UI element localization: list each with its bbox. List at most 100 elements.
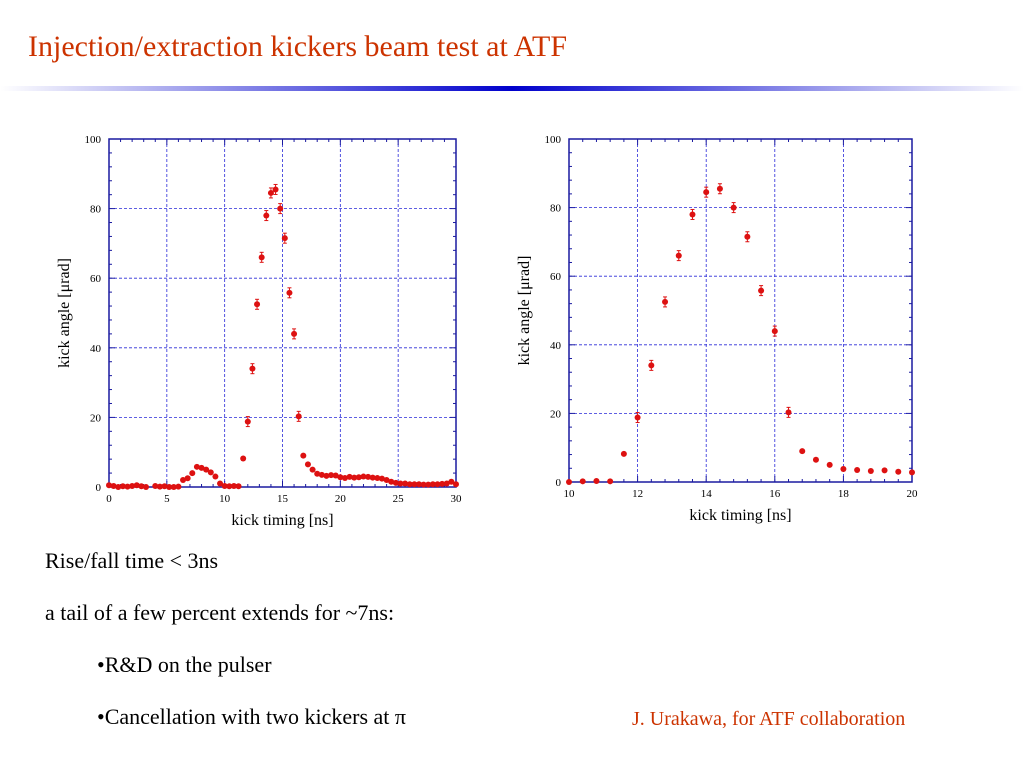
data-point — [300, 452, 307, 459]
data-point — [429, 481, 436, 488]
data-point — [415, 481, 422, 488]
data-point — [138, 483, 145, 490]
data-point — [337, 474, 344, 481]
data-marker — [170, 484, 177, 490]
data-point — [425, 481, 432, 488]
data-point — [439, 480, 446, 487]
data-marker — [258, 254, 265, 261]
data-point — [221, 482, 228, 489]
x-tick-label: 20 — [907, 488, 919, 500]
data-marker — [453, 481, 459, 488]
data-point — [351, 474, 358, 481]
data-marker — [189, 470, 196, 477]
data-marker — [346, 473, 353, 480]
data-point — [115, 484, 122, 490]
data-point — [730, 202, 737, 214]
data-marker — [867, 468, 874, 475]
data-marker — [240, 455, 247, 462]
data-marker — [230, 482, 237, 489]
data-point — [758, 285, 765, 297]
data-point — [675, 250, 682, 262]
data-point — [579, 478, 586, 485]
data-point — [365, 473, 372, 480]
data-point — [119, 483, 126, 490]
data-point — [411, 481, 418, 488]
x-tick-label: 10 — [564, 488, 576, 500]
data-marker — [351, 474, 358, 481]
data-point — [230, 482, 237, 489]
data-marker — [119, 483, 126, 490]
title-rule — [0, 86, 1024, 91]
data-point — [267, 187, 274, 199]
data-point — [263, 210, 270, 222]
data-marker — [152, 482, 159, 489]
y-tick-label: 40 — [90, 343, 102, 355]
data-point — [277, 203, 284, 215]
data-point — [662, 296, 669, 308]
data-point — [207, 469, 214, 476]
data-point — [189, 470, 196, 477]
data-point — [170, 484, 177, 490]
data-point — [744, 231, 751, 243]
data-point — [360, 473, 367, 480]
data-marker — [566, 479, 572, 485]
data-point — [212, 473, 219, 480]
data-marker — [341, 474, 348, 481]
data-marker — [217, 480, 224, 487]
data-point — [369, 474, 376, 481]
data-marker — [161, 483, 168, 490]
data-point — [716, 183, 723, 195]
data-marker — [295, 413, 302, 420]
data-marker — [143, 484, 150, 490]
data-marker — [235, 483, 242, 490]
data-point — [453, 481, 459, 488]
data-marker — [314, 470, 321, 477]
data-marker — [648, 362, 655, 369]
data-marker — [309, 466, 316, 473]
data-marker — [129, 482, 136, 489]
data-marker — [138, 483, 145, 490]
data-point — [434, 481, 441, 488]
data-marker — [397, 480, 404, 487]
data-point — [448, 478, 455, 485]
data-point — [648, 359, 655, 371]
data-point — [180, 477, 187, 484]
data-point — [346, 473, 353, 480]
data-marker — [420, 481, 427, 488]
data-marker — [203, 466, 210, 473]
data-marker — [854, 466, 861, 473]
x-tick-label: 30 — [451, 493, 463, 505]
x-axis-label: kick timing [ns] — [231, 512, 333, 529]
data-point — [166, 484, 173, 490]
data-marker — [634, 414, 641, 421]
data-point — [240, 455, 247, 462]
x-tick-label: 0 — [106, 493, 112, 505]
data-point — [226, 483, 233, 490]
data-marker — [607, 478, 614, 485]
x-tick-label: 25 — [393, 493, 405, 505]
data-marker — [785, 409, 792, 416]
data-marker — [434, 481, 441, 488]
x-tick-label: 20 — [335, 493, 347, 505]
data-point — [881, 467, 888, 474]
data-point — [566, 479, 572, 485]
y-tick-label: 80 — [550, 203, 562, 215]
data-marker — [263, 212, 270, 219]
data-marker — [212, 473, 219, 480]
data-marker — [662, 298, 669, 305]
bullet-cancellation: •Cancellation with two kickers at π — [97, 704, 407, 729]
data-marker — [281, 235, 288, 242]
slide-title: Injection/extraction kickers beam test a… — [28, 30, 568, 63]
data-marker — [166, 484, 173, 490]
data-marker — [443, 480, 450, 487]
data-marker — [175, 483, 182, 490]
data-marker — [291, 330, 298, 337]
x-axis-label: kick timing [ns] — [689, 507, 791, 524]
data-point — [286, 287, 293, 299]
data-point — [143, 484, 150, 490]
data-marker — [360, 473, 367, 480]
y-tick-label: 80 — [90, 204, 102, 216]
data-marker — [365, 473, 372, 480]
data-marker — [402, 480, 409, 487]
data-point — [258, 251, 265, 263]
